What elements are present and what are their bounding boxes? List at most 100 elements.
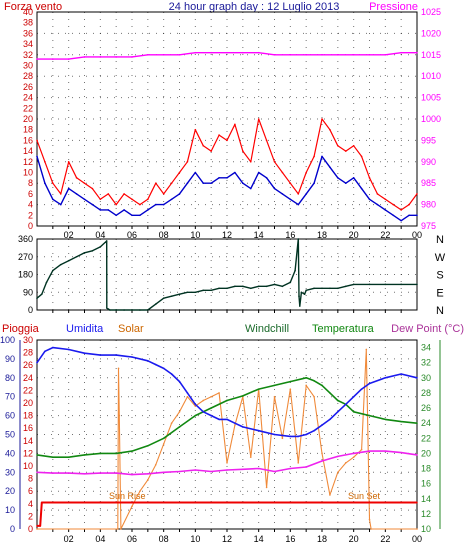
rain-y-tick-label: 4 bbox=[28, 499, 33, 509]
humidity-line-point bbox=[352, 395, 355, 398]
wind-average-line-point bbox=[83, 198, 86, 201]
solar-line-point bbox=[365, 348, 368, 351]
climate-panel-x-tick-label: 18 bbox=[317, 534, 327, 544]
pressure-line-point bbox=[67, 58, 70, 60]
wind-y-tick-label: 0 bbox=[28, 221, 33, 231]
compass-label: N bbox=[436, 234, 444, 246]
wind-average-line-point bbox=[194, 171, 197, 174]
wind-average-line-point bbox=[36, 155, 38, 158]
humidity-line-point bbox=[202, 411, 205, 413]
wind-gust-line-point bbox=[218, 134, 220, 136]
solar-line-point bbox=[131, 505, 133, 508]
wind-gust-line-point bbox=[392, 203, 395, 206]
dew-point-line-point bbox=[321, 460, 323, 462]
wind-gust-line-point bbox=[131, 198, 133, 201]
compass-label: E bbox=[436, 287, 443, 299]
pressure-line-point bbox=[194, 51, 197, 54]
temperature-y-tick-label: 32 bbox=[421, 358, 431, 368]
wind-average-line-point bbox=[123, 209, 125, 211]
wind-gust-line-point bbox=[67, 161, 70, 163]
wind-average-line-point bbox=[265, 177, 268, 179]
temperature-line-point bbox=[99, 452, 102, 455]
wind-average-line-point bbox=[297, 203, 300, 206]
solar-line-point bbox=[154, 463, 157, 466]
wind-direction-line-point bbox=[170, 295, 173, 297]
wind-average-line-point bbox=[67, 187, 70, 190]
wind-average-line-point bbox=[52, 198, 54, 201]
wind-direction-line-point bbox=[298, 295, 300, 297]
temperature-line-point bbox=[131, 450, 133, 452]
humidity-line-point bbox=[234, 422, 236, 424]
wind-y-tick-label: 32 bbox=[23, 50, 33, 60]
wind-gust-line-point bbox=[249, 161, 252, 163]
legend-solar: Solar bbox=[118, 323, 144, 335]
wind-average-line-point bbox=[305, 193, 307, 195]
wind-average-line-point bbox=[99, 209, 102, 211]
pressure-line-point bbox=[210, 51, 212, 54]
climate-panel-frame bbox=[36, 339, 418, 530]
rain-y-tick-label: 28 bbox=[23, 348, 33, 358]
pressure-y-tick-label: 1015 bbox=[421, 50, 441, 60]
temperature-line-point bbox=[226, 399, 228, 402]
humidity-line-point bbox=[44, 350, 46, 353]
wind-direction-line-point bbox=[202, 289, 205, 292]
wind-gust-line-point bbox=[36, 139, 38, 142]
wind-y-tick-label: 38 bbox=[23, 18, 33, 28]
wind-average-line-point bbox=[376, 203, 379, 206]
humidity-line-point bbox=[147, 359, 149, 362]
wind-gust-line-point bbox=[210, 150, 212, 152]
pressure-line-point bbox=[131, 56, 133, 58]
temperature-y-tick-label: 14 bbox=[421, 494, 431, 504]
temperature-line-point bbox=[83, 454, 86, 456]
humidity-y-tick-label: 80 bbox=[5, 373, 15, 383]
temperature-line-point bbox=[242, 395, 244, 397]
wind-average-line-point bbox=[234, 171, 236, 174]
solar-line-point bbox=[249, 456, 252, 458]
wind-gust-line-point bbox=[139, 203, 141, 206]
wind-y-tick-label: 36 bbox=[23, 28, 33, 38]
dew-point-line-point bbox=[99, 472, 102, 474]
wind-average-line-point bbox=[59, 203, 62, 206]
climate-panel-x-tick-label: 10 bbox=[190, 534, 200, 544]
rain-line bbox=[37, 501, 417, 527]
humidity-line-point bbox=[210, 414, 212, 417]
wind-direction-line-point bbox=[234, 285, 236, 288]
wind-average-line-point bbox=[321, 155, 323, 158]
wind-y-tick-label: 2 bbox=[28, 210, 33, 220]
wind-average-line-point bbox=[91, 203, 94, 206]
wind-gust-line-point bbox=[265, 139, 268, 142]
solar-line-point bbox=[170, 422, 173, 424]
humidity-line-point bbox=[162, 367, 165, 370]
wind-direction-line-point bbox=[67, 259, 70, 262]
dew-point-line-point bbox=[416, 454, 418, 456]
pressure-line-point bbox=[83, 56, 86, 58]
wind-direction-line-point bbox=[297, 238, 300, 240]
wind-panel-x-tick-label: 12 bbox=[222, 230, 232, 240]
wind-gust-line-point bbox=[313, 155, 315, 158]
pressure-y-tick-label: 995 bbox=[421, 135, 436, 145]
wind-direction-line-point bbox=[147, 309, 149, 311]
direction-y-tick-label: 270 bbox=[18, 252, 33, 262]
wind-direction-line-point bbox=[105, 240, 108, 242]
wind-gust-line-point bbox=[123, 193, 125, 195]
wind-average-line-point bbox=[344, 182, 347, 184]
wind-direction-line-point bbox=[59, 263, 62, 266]
solar-line-point bbox=[337, 471, 339, 474]
solar-line-point bbox=[118, 414, 121, 417]
solar-line-point bbox=[329, 494, 331, 496]
wind-gust-line-point bbox=[147, 198, 149, 201]
temperature-line-point bbox=[36, 454, 38, 456]
direction-panel-frame bbox=[36, 238, 418, 311]
humidity-line bbox=[36, 346, 418, 438]
dew-point-line-point bbox=[178, 470, 181, 473]
pressure-line-point bbox=[147, 54, 149, 56]
pressure-line-point bbox=[337, 54, 339, 56]
wind-y-tick-label: 8 bbox=[28, 178, 33, 188]
climate-panel-x-tick-label: 08 bbox=[159, 534, 169, 544]
wind-direction-line-point bbox=[294, 269, 296, 272]
solar-line-point bbox=[218, 392, 220, 394]
solar-line-point bbox=[370, 528, 372, 530]
wind-direction-line-point bbox=[289, 281, 292, 284]
wind-y-tick-label: 22 bbox=[23, 103, 33, 113]
wind-direction-line-point bbox=[249, 287, 252, 290]
